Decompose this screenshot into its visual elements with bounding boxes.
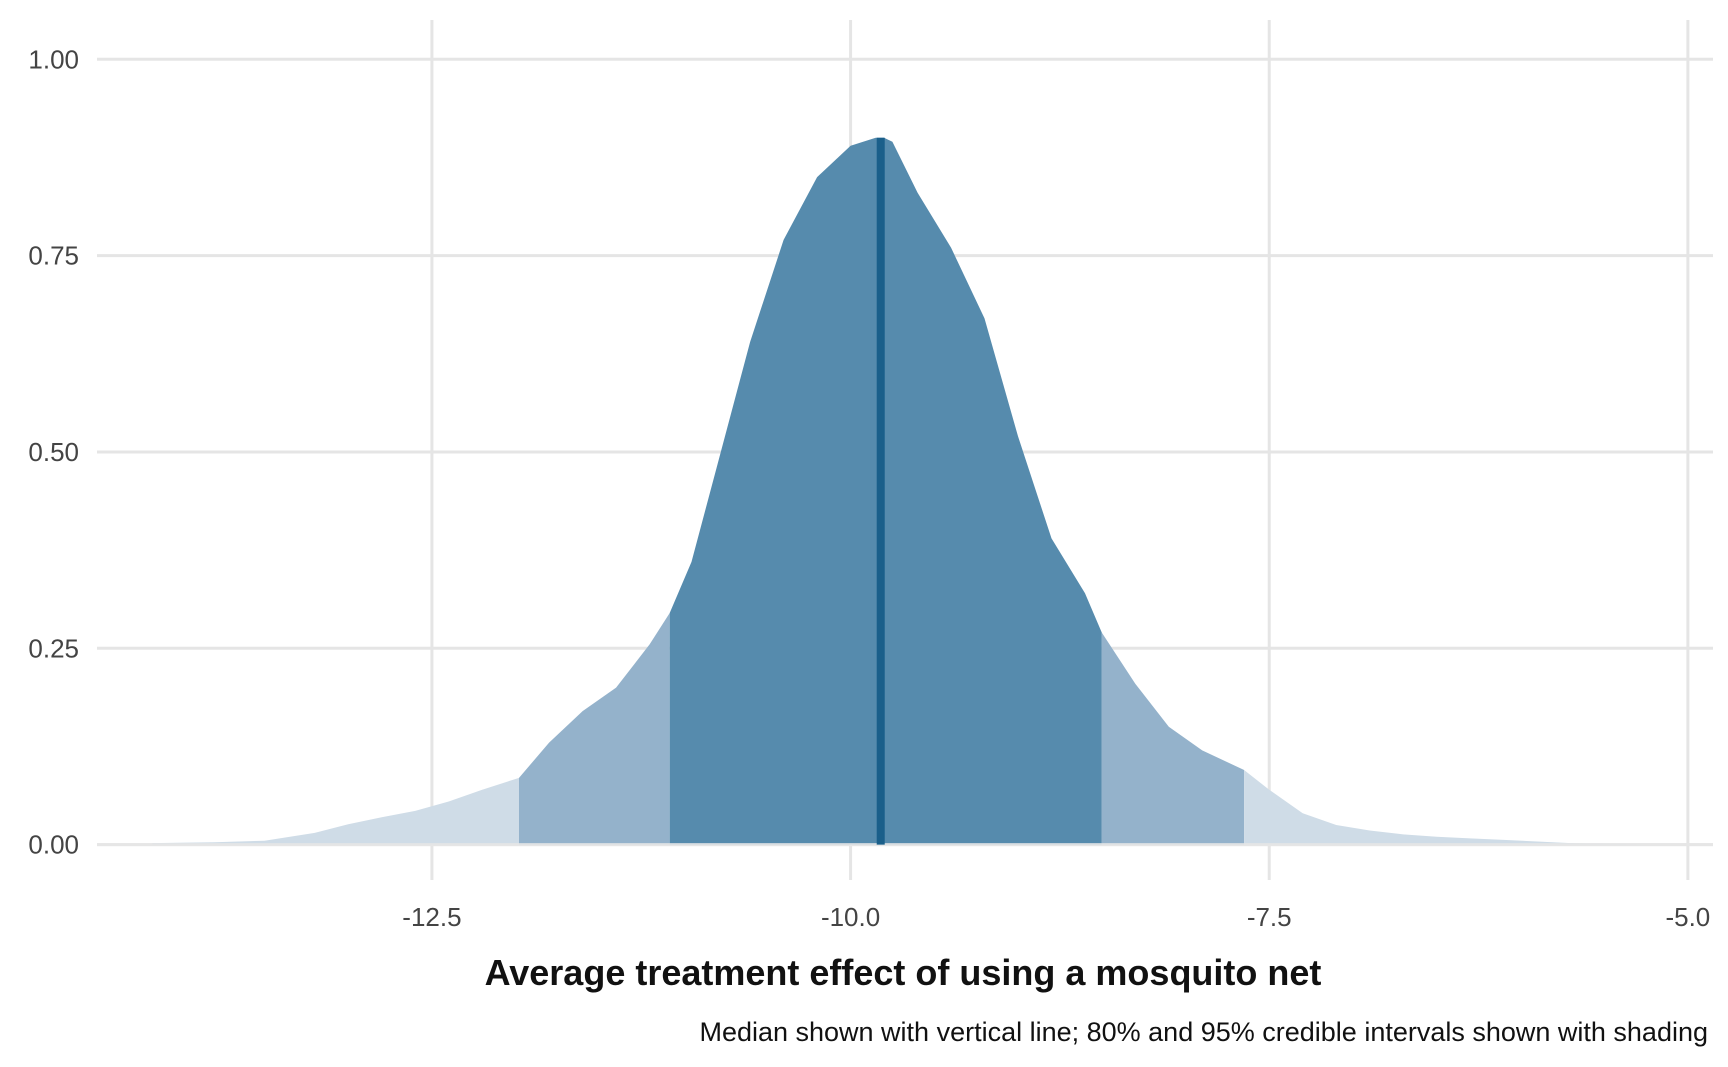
density-area-layer — [97, 137, 1713, 847]
y-tick-label: 0.25 — [28, 633, 79, 663]
x-axis-title: Average treatment effect of using a mosq… — [485, 952, 1322, 993]
x-tick-label: -5.0 — [1665, 902, 1710, 932]
density-tail-left — [152, 777, 520, 845]
y-tick-label: 0.50 — [28, 437, 79, 467]
x-tick-label: -12.5 — [402, 902, 461, 932]
y-tick-label: 0.00 — [28, 830, 79, 860]
chart-caption: Median shown with vertical line; 80% and… — [699, 1017, 1708, 1047]
x-tick-label: -7.5 — [1247, 902, 1292, 932]
density-tail-right — [1244, 770, 1655, 845]
ci95-band-right — [1101, 632, 1245, 845]
x-tick-label: -10.0 — [821, 902, 880, 932]
y-tick-label: 0.75 — [28, 241, 79, 271]
y-tick-label: 1.00 — [28, 44, 79, 74]
ci95-band-left — [519, 613, 670, 845]
tick-label-layer: -12.5 -10.0 -7.5 -5.0 0.00 0.25 0.50 0.75 1.00 — [28, 44, 1710, 932]
ci80-band — [669, 137, 1102, 845]
